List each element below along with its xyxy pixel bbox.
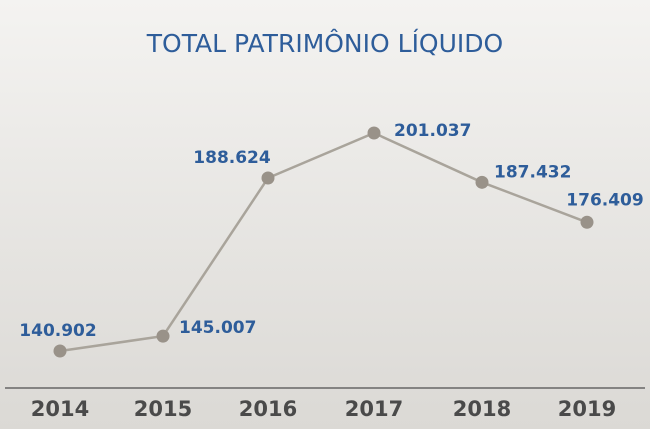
marker xyxy=(261,171,275,185)
value-label: 145.007 xyxy=(179,318,256,338)
line xyxy=(59,131,588,353)
value-label: 140.902 xyxy=(19,321,96,341)
value-label: 176.409 xyxy=(566,190,643,210)
chart-title: TOTAL PATRIMÔNIO LÍQUIDO xyxy=(146,28,503,58)
value-label: 187.432 xyxy=(494,162,571,182)
marker xyxy=(475,175,489,189)
value-label: 201.037 xyxy=(394,121,471,141)
marker xyxy=(580,215,594,229)
x-tick-label: 2016 xyxy=(239,397,297,421)
marker xyxy=(367,126,381,140)
x-tick-label: 2015 xyxy=(134,397,192,421)
x-tick-label: 2018 xyxy=(453,397,511,421)
x-tick-label: 2017 xyxy=(345,397,403,421)
x-tick-label: 2014 xyxy=(31,397,89,421)
marker xyxy=(53,344,67,358)
marker xyxy=(156,329,170,343)
x-tick-label: 2019 xyxy=(558,397,616,421)
value-label: 188.624 xyxy=(193,148,271,168)
